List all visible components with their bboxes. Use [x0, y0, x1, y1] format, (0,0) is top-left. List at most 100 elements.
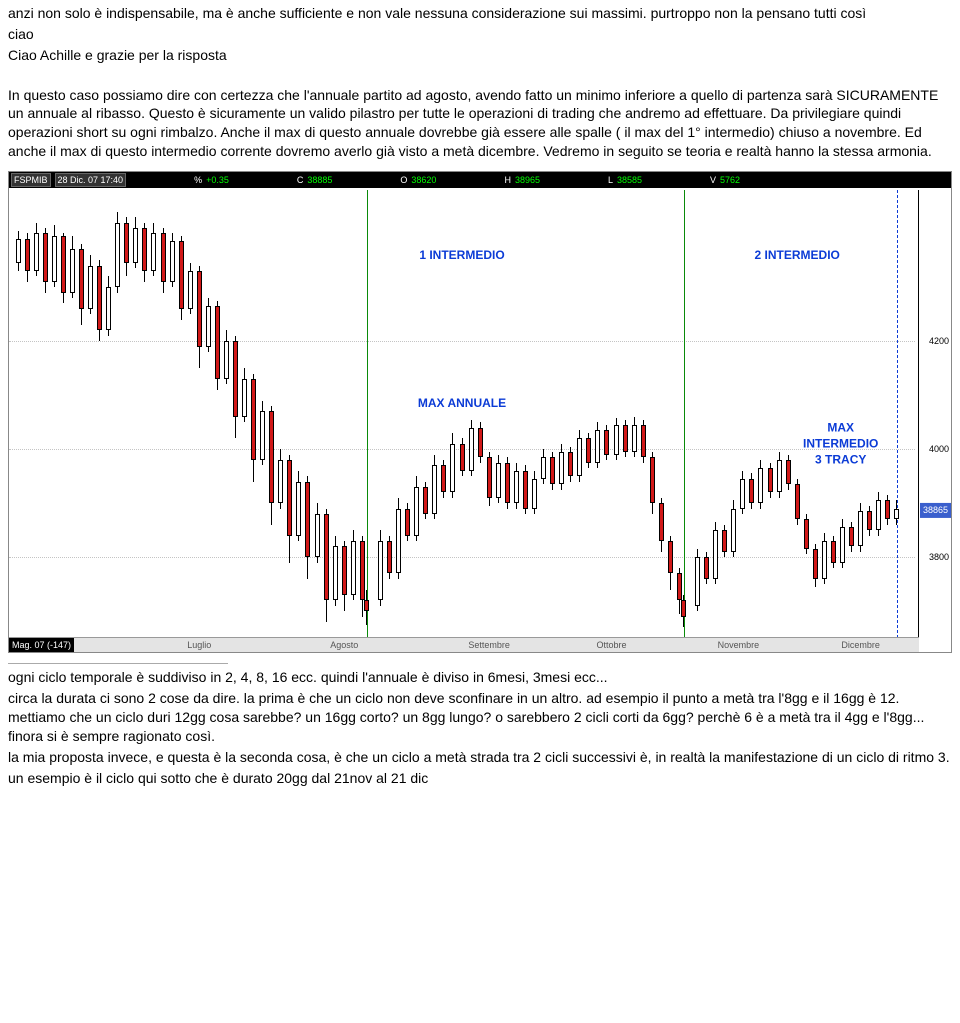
x-tick: Dicembre	[841, 639, 880, 651]
candle	[364, 190, 369, 638]
x-tick: Agosto	[330, 639, 358, 651]
candle	[305, 190, 310, 638]
candle	[342, 190, 347, 638]
candle	[278, 190, 283, 638]
candle	[659, 190, 664, 638]
candle	[722, 190, 727, 638]
candle	[450, 190, 455, 638]
candle	[586, 190, 591, 638]
candle	[115, 190, 120, 638]
candle	[795, 190, 800, 638]
candle	[432, 190, 437, 638]
candle	[142, 190, 147, 638]
candle	[324, 190, 329, 638]
candle	[188, 190, 193, 638]
candle	[804, 190, 809, 638]
candle	[614, 190, 619, 638]
topbar-pct: +0.35	[206, 174, 229, 186]
candle	[604, 190, 609, 638]
chart-y-axis: 38004000420038865	[918, 190, 951, 638]
candle	[623, 190, 628, 638]
x-tick: Luglio	[187, 639, 211, 651]
x-tick: Novembre	[718, 639, 760, 651]
paragraph-8: un esempio è il ciclo qui sotto che è du…	[8, 769, 952, 788]
topbar-l: 38585	[617, 174, 642, 186]
candle	[786, 190, 791, 638]
candle	[251, 190, 256, 638]
candle	[151, 190, 156, 638]
candle	[16, 190, 21, 638]
candle	[52, 190, 57, 638]
candle	[197, 190, 202, 638]
candle	[822, 190, 827, 638]
candle	[70, 190, 75, 638]
candle	[731, 190, 736, 638]
candle	[813, 190, 818, 638]
topbar-c: 38885	[307, 174, 332, 186]
candle	[541, 190, 546, 638]
candle	[269, 190, 274, 638]
candle	[260, 190, 265, 638]
candle	[441, 190, 446, 638]
x-tick: Ottobre	[596, 639, 626, 651]
candle	[568, 190, 573, 638]
candle	[215, 190, 220, 638]
candle	[632, 190, 637, 638]
separator	[8, 663, 228, 664]
candle	[550, 190, 555, 638]
candle	[885, 190, 890, 638]
candle	[595, 190, 600, 638]
candle	[523, 190, 528, 638]
candle	[559, 190, 564, 638]
topbar-symbol: FSPMIB	[11, 173, 51, 187]
topbar-pct-label: %	[194, 174, 202, 186]
topbar-h-label: H	[504, 174, 511, 186]
candle	[641, 190, 646, 638]
topbar-l-label: L	[608, 174, 613, 186]
candle	[876, 190, 881, 638]
candle	[768, 190, 773, 638]
candle	[740, 190, 745, 638]
candle	[161, 190, 166, 638]
topbar-v: 5762	[720, 174, 740, 186]
candle	[849, 190, 854, 638]
y-price-marker: 38865	[920, 503, 951, 517]
candle	[34, 190, 39, 638]
y-tick: 3800	[929, 551, 949, 563]
candle	[532, 190, 537, 638]
candle	[88, 190, 93, 638]
paragraph-5: ogni ciclo temporale è suddiviso in 2, 4…	[8, 668, 952, 687]
candle	[296, 190, 301, 638]
candle	[106, 190, 111, 638]
candle	[749, 190, 754, 638]
chart-topbar: FSPMIB 28 Dic. 07 17:40 % +0.35 C 38885 …	[9, 172, 951, 188]
candle	[206, 190, 211, 638]
candle	[478, 190, 483, 638]
candle	[704, 190, 709, 638]
candle	[650, 190, 655, 638]
candle	[894, 190, 899, 638]
candle	[405, 190, 410, 638]
candle	[387, 190, 392, 638]
candle	[758, 190, 763, 638]
candle	[378, 190, 383, 638]
topbar-o-label: O	[400, 174, 407, 186]
candle	[170, 190, 175, 638]
candle	[351, 190, 356, 638]
candle	[577, 190, 582, 638]
candle	[97, 190, 102, 638]
topbar-date: 28 Dic. 07 17:40	[55, 173, 127, 187]
candle	[43, 190, 48, 638]
candle	[124, 190, 129, 638]
chart-plot-area: 1 INTERMEDIO2 INTERMEDIOMAX ANNUALEMAX I…	[9, 190, 915, 638]
candlestick-chart: FSPMIB 28 Dic. 07 17:40 % +0.35 C 38885 …	[8, 171, 952, 653]
x-axis-left-label: Mag. 07 (-147)	[9, 638, 74, 652]
candle	[713, 190, 718, 638]
candle	[179, 190, 184, 638]
candle	[423, 190, 428, 638]
x-tick: Settembre	[468, 639, 510, 651]
topbar-o: 38620	[411, 174, 436, 186]
candle	[668, 190, 673, 638]
candle	[224, 190, 229, 638]
candle	[460, 190, 465, 638]
